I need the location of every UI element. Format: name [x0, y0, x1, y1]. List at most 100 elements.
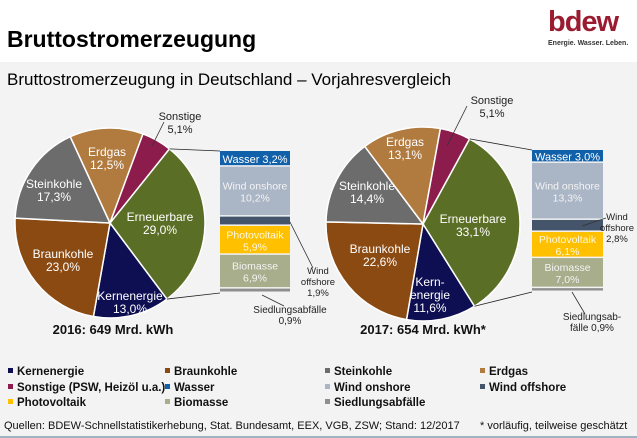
- slice-label-sonstige: Sonstige 5,1%: [159, 111, 202, 136]
- legend-item: Siedlungsabfälle: [325, 397, 425, 409]
- leader-line: [261, 294, 285, 307]
- legend-swatch: [325, 383, 330, 389]
- legend-item: Biomasse: [165, 397, 228, 409]
- legend-swatch: [325, 399, 330, 405]
- slice-label-braunkohle-line: 23,0%: [46, 260, 80, 274]
- slice-label-steinkohle-line: 17,3%: [37, 190, 71, 204]
- slice-label-erneuerbare-line: Erneuerbare: [440, 212, 507, 226]
- legend-label: Siedlungsabfälle: [334, 397, 426, 409]
- slice-label-erneuerbare-line: 29,0%: [143, 223, 177, 237]
- slice-label-steinkohle: Steinkohle 17,3%: [26, 177, 82, 204]
- legend-swatch: [165, 399, 170, 405]
- legend-item: Kernenergie: [8, 366, 84, 378]
- legend-item: Wasser: [165, 382, 215, 394]
- bar-label-wind-onshore-line: 13,3%: [553, 192, 583, 204]
- legend-label: Wasser: [174, 381, 215, 394]
- bar-label-wasser-line: Wasser 3,0%: [535, 151, 600, 163]
- bar-label-wasser-line: Wasser 3,2%: [222, 154, 287, 166]
- legend-item: Sonstige (PSW, Heizöl u.a.): [8, 382, 165, 394]
- legend-item: Erdgas: [480, 366, 528, 378]
- pie-slice-erneuerbare: [109, 147, 206, 301]
- page-title: Bruttostromerzeugung: [7, 26, 257, 52]
- slice-label-braunkohle: Braunkohle 23,0%: [33, 247, 94, 274]
- bar-segment-photovoltaik: [532, 231, 603, 257]
- bar-label-biomasse: Biomasse 6,9%: [232, 261, 278, 285]
- bar-label-wasser: Wasser 3,0%: [535, 151, 600, 163]
- bar-segment-photovoltaik: [220, 225, 290, 254]
- bar-label-biomasse: Biomasse 7,0%: [544, 262, 590, 286]
- slice-label-kernenergie-line: Kern-: [415, 275, 444, 289]
- slice-label-erneuerbare: Erneuerbare 29,0%: [127, 210, 194, 237]
- slice-label-sonstige-line: 5,1%: [167, 124, 192, 136]
- slice-label-kernenergie-line: 13,0%: [113, 302, 147, 316]
- footnote: * vorläufig, teilweise geschätzt: [480, 420, 628, 432]
- legend-item: Steinkohle: [325, 366, 392, 378]
- bar-label-siedlungsabfälle-line: fälle 0,9%: [570, 323, 614, 334]
- slice-label-erdgas-line: Erdgas: [386, 135, 424, 149]
- slice-label-sonstige-line: Sonstige: [471, 95, 514, 107]
- bar-label-wasser: Wasser 3,2%: [222, 154, 287, 166]
- bar-label-biomasse-line: Biomasse: [232, 261, 278, 273]
- bar-label-wind-offshore-line: offshore: [301, 277, 335, 288]
- legend-label: Biomasse: [174, 397, 229, 409]
- bar-segment-wasser: [532, 150, 603, 162]
- pie-caption-1: 2017: 654 Mrd. kWh*: [360, 322, 487, 337]
- bar-label-photovoltaik: Photovoltaik 6,1%: [539, 234, 597, 258]
- legend-swatch: [480, 383, 485, 389]
- slice-label-erdgas-line: Erdgas: [88, 145, 126, 159]
- slice-label-braunkohle-line: Braunkohle: [350, 242, 411, 256]
- legend-label: Braunkohle: [174, 366, 238, 378]
- bar-label-biomasse-line: 7,0%: [556, 274, 580, 286]
- bar-segment-wind-offshore: [532, 219, 603, 231]
- legend-swatch: [165, 383, 170, 389]
- bar-label-photovoltaik-line: 6,1%: [556, 246, 580, 258]
- slice-label-sonstige: Sonstige 5,1%: [471, 95, 514, 120]
- slice-label-kernenergie: Kern-energie 11,6%: [410, 275, 450, 315]
- slice-label-sonstige-line: 5,1%: [479, 108, 504, 120]
- leader-line: [581, 217, 607, 227]
- connector-line: [166, 292, 221, 300]
- bar-label-wind-onshore-line: Wind onshore: [223, 181, 288, 193]
- bar-label-siedlungsabfälle-line: Siedlungsab-: [563, 312, 621, 323]
- legend-swatch: [8, 383, 13, 389]
- chart-subtitle: Bruttostromerzeugung in Deutschland – Vo…: [7, 70, 452, 89]
- bar-label-wind-onshore: Wind onshore 10,2%: [223, 181, 288, 205]
- legend-swatch: [8, 399, 13, 405]
- slice-label-erdgas: Erdgas 12,5%: [88, 145, 126, 172]
- slice-label-steinkohle: Steinkohle 14,4%: [339, 179, 395, 206]
- pie-caption-1-line: 2017: 654 Mrd. kWh*: [360, 322, 487, 337]
- slice-label-steinkohle-line: Steinkohle: [26, 177, 82, 191]
- pie-slice-kernenergie: [92, 221, 168, 319]
- bar-segment-biomasse: [532, 258, 603, 287]
- divider: [0, 436, 637, 438]
- legend-item: Wind offshore: [480, 382, 566, 394]
- bar-label-wind-offshore-line: 2,8%: [606, 234, 628, 245]
- bdew-logo: bdew: [548, 6, 619, 38]
- slice-label-kernenergie: Kernenergie 13,0%: [97, 289, 163, 316]
- connector-line: [474, 291, 533, 307]
- slice-label-erdgas: Erdgas 13,1%: [386, 135, 424, 162]
- bar-segment-wind-onshore: [220, 166, 290, 216]
- slice-label-erneuerbare-line: 33,1%: [456, 225, 490, 239]
- slice-label-kernenergie-line: energie: [410, 288, 450, 302]
- bar-label-siedlungsabfälle: Siedlungsabfälle 0,9%: [253, 305, 327, 327]
- pie-slice-braunkohle: [14, 217, 111, 318]
- slice-label-braunkohle: Braunkohle 22,6%: [350, 242, 411, 269]
- slice-label-kernenergie-line: 11,6%: [413, 301, 446, 315]
- bar-label-biomasse-line: 6,9%: [243, 273, 267, 285]
- bar-label-photovoltaik-line: Photovoltaik: [539, 234, 597, 246]
- bar-label-photovoltaik-line: Photovoltaik: [226, 229, 284, 241]
- pie-slice-braunkohle: [325, 221, 424, 321]
- bar-label-siedlungsabfälle-line: 0,9%: [279, 316, 302, 327]
- legend-label: Kernenergie: [17, 366, 85, 378]
- logo-tagline: Energie. Wasser. Leben.: [548, 40, 629, 47]
- slice-label-erdgas-line: 12,5%: [90, 158, 124, 172]
- bar-label-wind-offshore-line: Wind: [606, 212, 628, 223]
- slice-label-steinkohle-line: Steinkohle: [339, 179, 395, 193]
- bar-segment-siedlungsabfälle: [220, 288, 290, 292]
- legend-label: Sonstige (PSW, Heizöl u.a.): [17, 381, 166, 394]
- bar-segment-wind-offshore: [220, 216, 290, 225]
- slice-label-braunkohle-line: Braunkohle: [33, 247, 94, 261]
- pie-slice-erdgas: [69, 127, 144, 225]
- slice-label-sonstige-line: Sonstige: [159, 111, 202, 123]
